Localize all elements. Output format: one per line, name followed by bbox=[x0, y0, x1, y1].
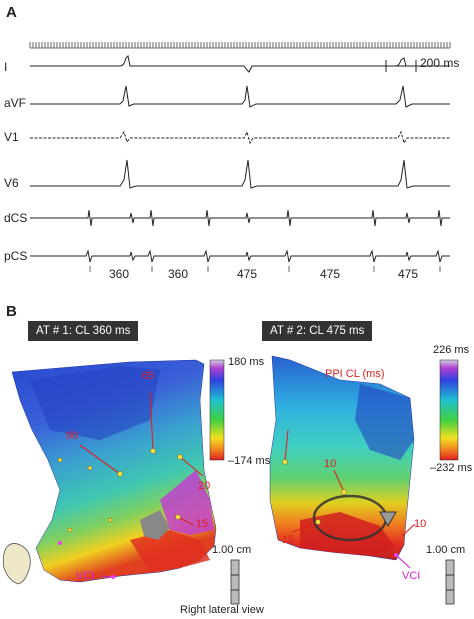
left-map-red-region bbox=[130, 530, 210, 572]
cycle-length-3: 475 bbox=[237, 267, 258, 281]
left-map-gray-region bbox=[140, 510, 170, 540]
left-map-points bbox=[57, 448, 183, 533]
cycle-length-ticks bbox=[89, 266, 441, 272]
trace-lead-dCS bbox=[30, 209, 450, 227]
panel-a-letter: A bbox=[6, 4, 17, 21]
scale-bar bbox=[385, 60, 417, 72]
right-vci-label: VCI bbox=[402, 570, 421, 582]
lead-label-pCS: pCS bbox=[4, 249, 28, 263]
right-map-points bbox=[282, 459, 347, 525]
right-vci-arrow bbox=[396, 555, 411, 569]
left-scale-min: –174 ms bbox=[228, 455, 271, 467]
left-vci-arrow bbox=[99, 575, 114, 578]
left-ruler-label: 1.00 cm bbox=[212, 544, 252, 556]
trace-lead-I bbox=[30, 54, 450, 73]
right-map-title: AT # 2: CL 475 ms bbox=[262, 321, 373, 341]
left-ruler bbox=[230, 559, 240, 605]
right-map-red-region bbox=[300, 512, 396, 556]
left-label-65: 65 bbox=[142, 370, 155, 382]
right-label-10b: 10 bbox=[414, 518, 427, 530]
right-ruler-label: 1.00 cm bbox=[426, 544, 466, 556]
trace-lead-V6 bbox=[30, 159, 450, 189]
lead-label-dCS: dCS bbox=[4, 211, 28, 225]
heart-orientation-icon bbox=[2, 543, 31, 585]
left-map-title: AT # 1: CL 360 ms bbox=[28, 321, 139, 341]
left-vci-label: VCI bbox=[76, 570, 95, 582]
left-color-scale bbox=[209, 359, 225, 461]
right-ruler bbox=[445, 559, 455, 605]
left-map-magenta-region bbox=[160, 470, 214, 535]
view-label: Right lateral view bbox=[180, 604, 264, 616]
cycle-length-5: 475 bbox=[398, 267, 419, 281]
right-map-blue-region bbox=[355, 384, 414, 460]
right-scale-min: –232 ms bbox=[430, 462, 473, 474]
right-color-scale bbox=[439, 359, 459, 461]
left-label-20: 20 bbox=[198, 480, 211, 492]
left-annotation-arrows bbox=[79, 391, 204, 526]
right-label-15: 15 bbox=[282, 534, 295, 546]
cycle-length-4: 475 bbox=[320, 267, 341, 281]
trace-lead-V1 bbox=[30, 130, 450, 145]
cycle-length-2: 360 bbox=[168, 267, 189, 281]
left-map-blue-region bbox=[30, 366, 160, 440]
trace-lead-aVF bbox=[30, 85, 450, 108]
left-label-15: 15 bbox=[196, 518, 209, 530]
right-annotation-arrows bbox=[284, 429, 416, 537]
lead-label-V1: V1 bbox=[4, 130, 19, 144]
panel-b-letter: B bbox=[6, 303, 17, 320]
lead-label-I: I bbox=[4, 60, 8, 74]
left-map-vci-points bbox=[58, 541, 115, 579]
reentry-arrowhead bbox=[379, 511, 397, 528]
scale-bar-label: 200 ms bbox=[420, 56, 460, 70]
left-label-90: 90 bbox=[66, 430, 79, 442]
cycle-length-1: 360 bbox=[109, 267, 130, 281]
right-label-10a: 10 bbox=[324, 458, 337, 470]
trace-lead-pCS bbox=[30, 249, 450, 263]
lead-label-V6: V6 bbox=[4, 176, 19, 190]
lead-label-aVF: aVF bbox=[4, 96, 27, 110]
time-ruler bbox=[29, 42, 451, 49]
left-scale-max: 180 ms bbox=[228, 356, 265, 368]
right-map-vci-points bbox=[394, 553, 398, 557]
right-scale-max: 226 ms bbox=[433, 344, 470, 356]
ppi-cl-label: PPI CL (ms) bbox=[325, 368, 385, 380]
